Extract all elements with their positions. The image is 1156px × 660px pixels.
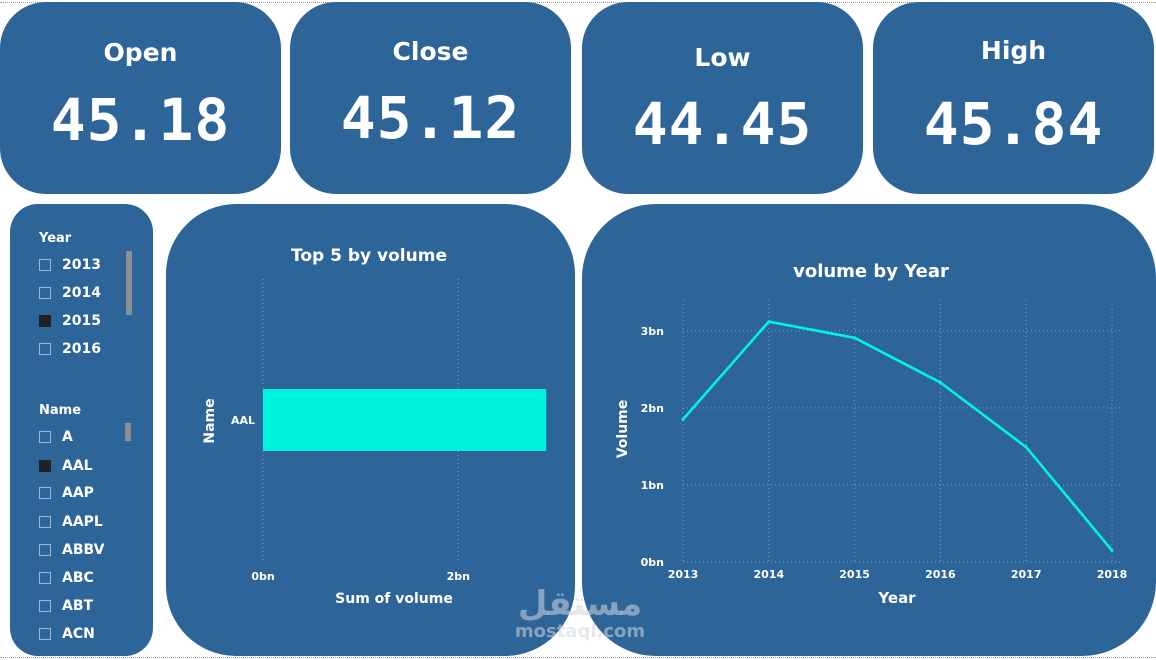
kpi-value: 45.12 (340, 84, 521, 152)
top-frame-line (0, 2, 1156, 3)
kpi-label: Open (103, 38, 178, 67)
volume-point-2013[interactable] (681, 417, 685, 421)
option-label: 2014 (62, 285, 101, 301)
checkbox[interactable] (39, 628, 51, 640)
kpi-card-open: Open 45.18 (0, 2, 281, 194)
name-option-acn[interactable]: ACN (39, 624, 95, 644)
volume-point-2018[interactable] (1110, 548, 1114, 552)
checkbox[interactable] (39, 544, 51, 556)
option-label: ABBV (62, 542, 105, 558)
bar-chart-bars (263, 389, 547, 451)
line-x-tick-label: 2018 (1097, 568, 1128, 581)
bar-chart-x-ticks: 0bn 2bn (251, 570, 470, 583)
name-option-abt[interactable]: ABT (39, 596, 93, 616)
volume-point-2017[interactable] (1024, 445, 1028, 449)
line-chart-panel: volume by Year 0bn 1bn 2bn 3bn 2013 2014 2015… (582, 204, 1156, 656)
option-label: 2015 (62, 313, 101, 329)
checkbox[interactable] (39, 259, 51, 271)
bar-x-tick-label: 0bn (251, 570, 274, 583)
line-chart-series (681, 320, 1114, 552)
name-option-abc[interactable]: ABC (39, 568, 94, 588)
volume-point-2014[interactable] (767, 320, 771, 324)
option-label: AAPL (62, 514, 103, 530)
watermark-arabic: مستقل (517, 584, 643, 624)
option-label: A (62, 429, 73, 445)
volume-point-2015[interactable] (853, 336, 857, 340)
line-chart-title: volume by Year (793, 261, 949, 282)
bar-chart-panel: Top 5 by volume 0bn 2bn AAL Sum of volume… (166, 204, 575, 656)
line-y-tick-label: 0bn (641, 556, 664, 569)
slicer-panel: Year 2013 2014 2015 2016 Name A AAL AAP … (10, 204, 153, 656)
line-chart-x-ticks: 2013 2014 2015 2016 2017 2018 (668, 568, 1128, 581)
checkbox[interactable] (39, 487, 51, 499)
volume-point-2016[interactable] (938, 380, 942, 384)
line-x-tick-label: 2016 (925, 568, 956, 581)
kpi-value: 44.45 (632, 90, 813, 158)
name-option-a[interactable]: A (39, 427, 73, 447)
option-label: ABT (62, 598, 94, 614)
name-option-aap[interactable]: AAP (39, 483, 94, 503)
option-label: 2013 (62, 257, 101, 273)
kpi-card-high: High 45.84 (873, 2, 1154, 194)
year-option-2016[interactable]: 2016 (39, 339, 101, 359)
line-y-tick-label: 2bn (641, 402, 664, 415)
line-y-tick-label: 3bn (641, 325, 664, 338)
name-option-aapl[interactable]: AAPL (39, 512, 103, 532)
year-option-2014[interactable]: 2014 (39, 283, 101, 303)
line-x-tick-label: 2017 (1011, 568, 1042, 581)
line-x-tick-label: 2013 (668, 568, 699, 581)
checkbox[interactable] (39, 600, 51, 612)
kpi-card-close: Close 45.12 (290, 2, 571, 194)
option-label: ACN (62, 626, 95, 642)
name-option-aal[interactable]: AAL (39, 456, 93, 476)
year-option-2015[interactable]: 2015 (39, 311, 101, 331)
line-chart-y-label: Volume (615, 400, 631, 459)
kpi-card-low: Low 44.45 (582, 2, 863, 194)
name-scrollbar[interactable] (125, 423, 131, 441)
checkbox-checked[interactable] (39, 315, 51, 327)
checkbox[interactable] (39, 431, 51, 443)
watermark-logo: مستقل mostaql.com (505, 585, 655, 641)
bar-chart: Top 5 by volume 0bn 2bn AAL Sum of volume… (202, 246, 547, 607)
bar-chart-x-label: Sum of volume (335, 591, 453, 607)
bar-chart-categories: AAL (231, 414, 255, 427)
bar-chart-y-label: Name (202, 398, 218, 443)
checkbox[interactable] (39, 343, 51, 355)
line-x-tick-label: 2014 (753, 568, 784, 581)
checkbox[interactable] (39, 287, 51, 299)
checkbox[interactable] (39, 516, 51, 528)
bottom-frame-line (0, 657, 1156, 658)
line-chart-grid (682, 300, 1122, 563)
line-chart-y-ticks: 0bn 1bn 2bn 3bn (641, 325, 664, 569)
kpi-value: 45.84 (923, 90, 1104, 158)
bar-aal[interactable] (263, 389, 547, 451)
line-y-tick-label: 1bn (641, 479, 664, 492)
year-option-2013[interactable]: 2013 (39, 255, 101, 275)
volume-series-line[interactable] (682, 320, 1113, 552)
kpi-label: Close (392, 37, 469, 66)
line-x-tick-label: 2015 (839, 568, 870, 581)
year-slicer-title: Year (39, 231, 72, 246)
line-chart-x-label: Year (877, 589, 916, 607)
year-scrollbar[interactable] (126, 251, 132, 315)
kpi-label: Low (694, 43, 751, 72)
bar-chart-title: Top 5 by volume (291, 246, 447, 266)
bar-x-tick-label: 2bn (447, 570, 470, 583)
option-label: AAL (62, 458, 93, 474)
bar-category-label: AAL (231, 414, 255, 427)
line-chart: volume by Year 0bn 1bn 2bn 3bn 2013 2014 2015… (615, 261, 1128, 607)
option-label: 2016 (62, 341, 101, 357)
watermark-latin: mostaql.com (514, 621, 646, 642)
option-label: ABC (62, 570, 94, 586)
checkbox[interactable] (39, 572, 51, 584)
name-slicer-title: Name (39, 403, 82, 418)
kpi-value: 45.18 (50, 86, 231, 154)
option-label: AAP (62, 485, 94, 501)
name-option-abbv[interactable]: ABBV (39, 540, 104, 560)
kpi-label: High (980, 36, 1047, 65)
checkbox-checked[interactable] (39, 460, 51, 472)
